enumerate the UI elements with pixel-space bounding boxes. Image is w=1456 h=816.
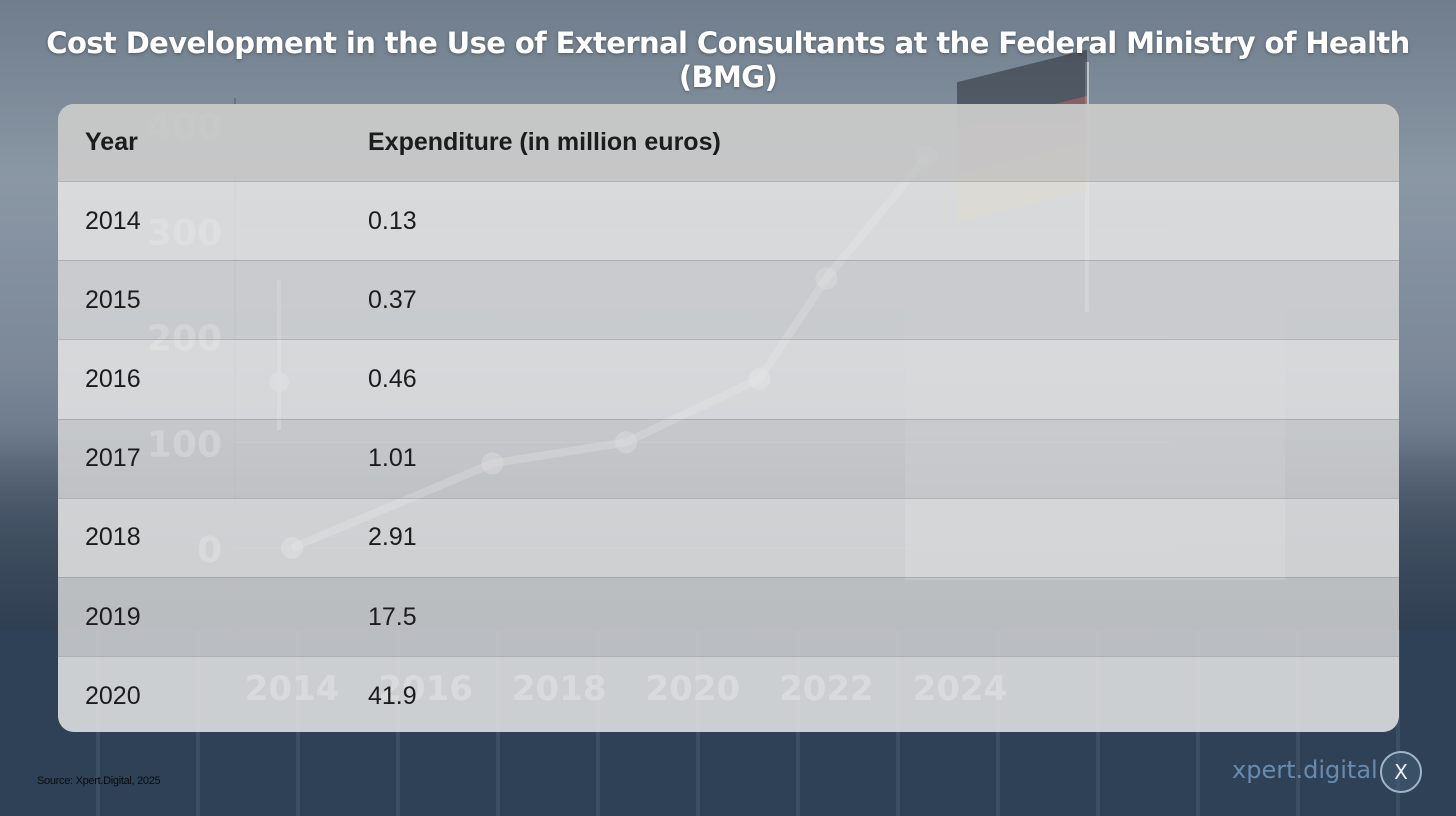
- cell-year: 2019: [85, 602, 141, 631]
- table-row: 2017 1.01: [58, 418, 1399, 498]
- cell-year: 2020: [85, 681, 141, 710]
- cell-year: 2018: [85, 523, 141, 552]
- page-title: Cost Development in the Use of External …: [46, 26, 1410, 94]
- cell-expenditure: 0.46: [368, 364, 417, 393]
- header-expenditure: Expenditure (in million euros): [368, 128, 721, 156]
- table-row: 2014 0.13: [58, 181, 1399, 261]
- brand-name: xpert.digital: [1232, 756, 1378, 784]
- brand-logo-icon: X: [1380, 751, 1422, 793]
- cell-year: 2016: [85, 364, 141, 393]
- data-table: Year Expenditure (in million euros) 2014…: [58, 104, 1399, 732]
- table-row: 2015 0.37: [58, 260, 1399, 340]
- cell-expenditure: 41.9: [368, 681, 417, 710]
- cell-year: 2017: [85, 444, 141, 473]
- cell-expenditure: 0.13: [368, 206, 417, 235]
- table-row: 2019 17.5: [58, 576, 1399, 657]
- cell-expenditure: 2.91: [368, 523, 417, 552]
- table-row: 2016 0.46: [58, 339, 1399, 419]
- cell-expenditure: 0.37: [368, 285, 417, 314]
- table-header: Year Expenditure (in million euros): [58, 104, 1399, 181]
- table-row: 2020 41.9: [58, 656, 1399, 732]
- cell-year: 2014: [85, 206, 141, 235]
- header-year: Year: [85, 128, 138, 156]
- source-note: Source: Xpert.Digital, 2025: [37, 775, 161, 787]
- cell-year: 2015: [85, 285, 141, 314]
- cell-expenditure: 17.5: [368, 602, 417, 631]
- cell-expenditure: 1.01: [368, 444, 417, 473]
- table-row: 2018 2.91: [58, 497, 1399, 577]
